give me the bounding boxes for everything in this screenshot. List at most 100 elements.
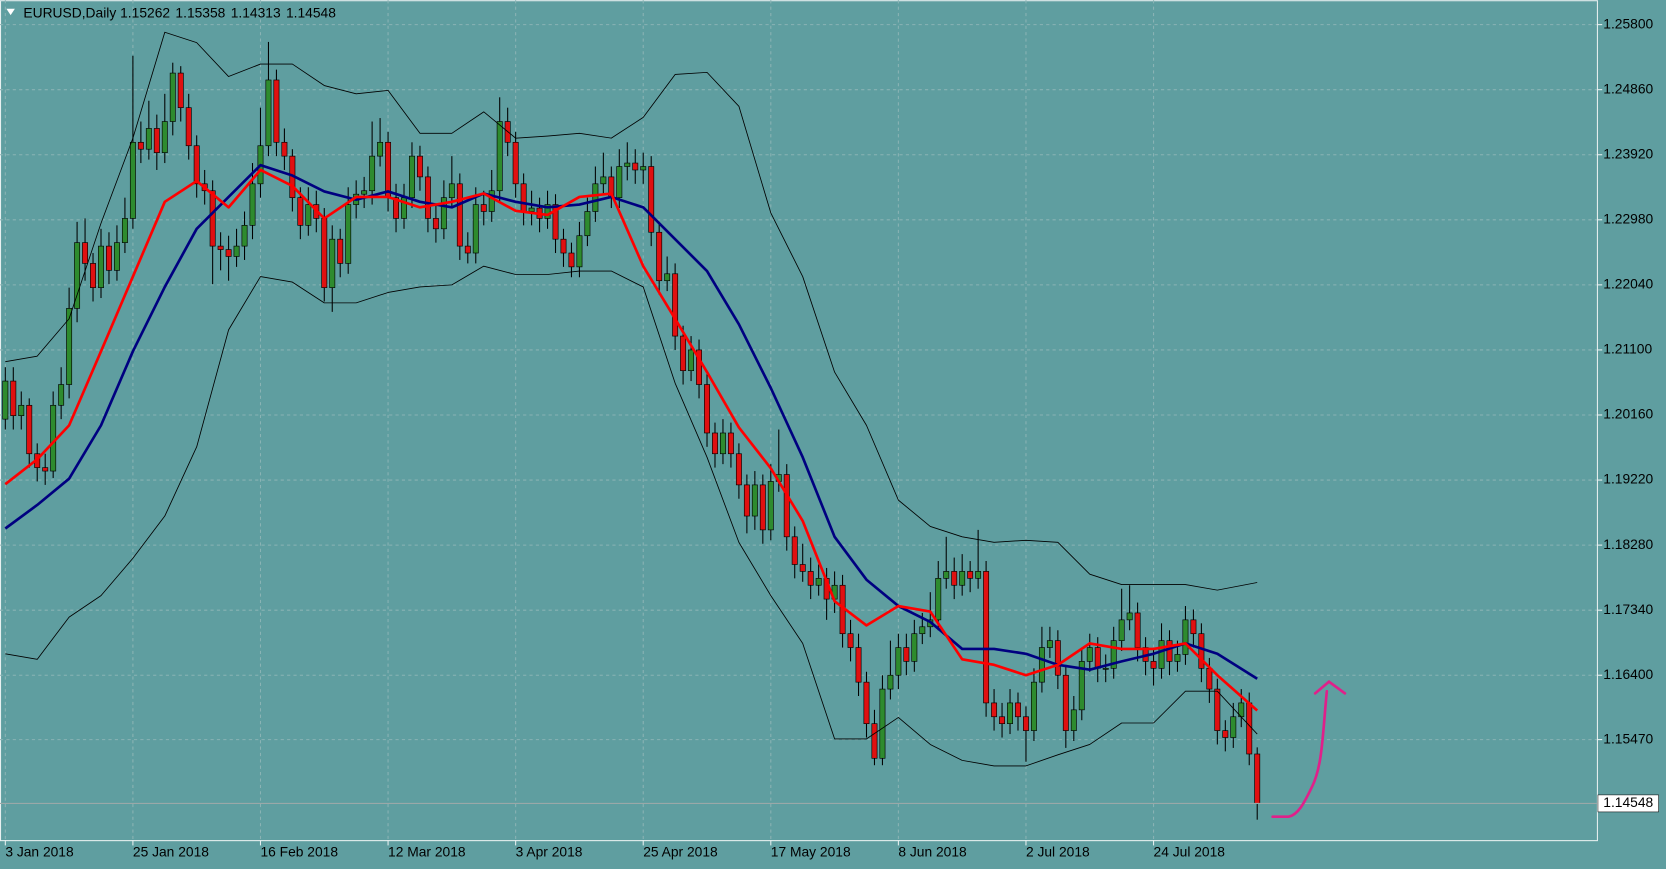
- candle-body: [943, 571, 950, 579]
- candle-body: [879, 688, 886, 759]
- candle-body: [1102, 667, 1109, 670]
- candle-body: [991, 702, 998, 718]
- candle-body: [1030, 681, 1037, 731]
- candle-body: [967, 571, 974, 579]
- candle-body: [209, 190, 216, 247]
- candle-body: [121, 218, 128, 243]
- candle-body: [417, 155, 423, 178]
- candle-body: [1206, 667, 1213, 690]
- candle-body: [983, 571, 990, 704]
- y-tick-label: 1.19220: [1603, 471, 1653, 487]
- close-value: 1.14548: [286, 5, 336, 21]
- candle-body: [632, 162, 639, 171]
- candle-body: [1118, 619, 1125, 641]
- x-tick-label: 12 Mar 2018: [388, 844, 466, 860]
- candle-body: [18, 404, 25, 417]
- y-tick-label: 1.17340: [1603, 601, 1653, 617]
- candle-body: [106, 245, 112, 271]
- candle-body: [1086, 647, 1093, 662]
- menu-triangle[interactable]: [6, 8, 15, 16]
- candle-body: [847, 633, 854, 648]
- candle-body: [42, 467, 49, 472]
- candle-body: [1166, 640, 1173, 662]
- candle-body: [241, 225, 248, 247]
- candle-body: [337, 238, 344, 264]
- candle-body: [137, 141, 144, 150]
- candle-body: [1214, 688, 1221, 731]
- candle-body: [592, 183, 599, 212]
- candle-body: [688, 349, 695, 372]
- chart-title: EURUSD,Daily: [23, 5, 116, 21]
- indicator-line: [4, 168, 1259, 712]
- candle-body: [66, 308, 73, 385]
- candle-body: [448, 183, 455, 198]
- candle-body: [10, 380, 17, 417]
- candle-body: [887, 674, 894, 690]
- current-price-label: 1.14548: [1603, 794, 1653, 810]
- x-tick-label: 24 Jul 2018: [1154, 844, 1226, 860]
- axes: 1.25800 1.24860 1.23920 1.22980 1.22040 1.211…: [4, 15, 1659, 860]
- candle-body: [552, 204, 559, 240]
- candle-body: [807, 571, 814, 586]
- candle-body: [664, 273, 671, 282]
- indicator-line: [5, 265, 1258, 767]
- candle-body: [1023, 716, 1029, 731]
- y-tick-label: 1.23920: [1603, 145, 1653, 161]
- candle-body: [58, 384, 65, 406]
- candle-body: [114, 242, 120, 271]
- annotation-arrowhead: [1313, 679, 1347, 695]
- y-tick-label: 1.16400: [1603, 666, 1653, 682]
- candle-body: [951, 571, 958, 586]
- indicator-line: [4, 163, 1258, 680]
- candle-body: [432, 218, 439, 230]
- candle-body: [225, 249, 232, 257]
- candle-body: [129, 141, 136, 219]
- candle-body: [281, 141, 288, 157]
- y-tick-label: 1.21100: [1603, 341, 1652, 357]
- candle-body: [1230, 716, 1237, 738]
- candle-body: [855, 647, 862, 683]
- candle-body: [528, 207, 535, 212]
- candle-body: [520, 183, 527, 212]
- x-tick-label: 8 Jun 2018: [898, 844, 967, 860]
- candle-body: [369, 155, 376, 192]
- y-tick-label: 1.18280: [1603, 536, 1653, 552]
- candle-body: [999, 716, 1005, 725]
- x-tick-label: 3 Jan 2018: [5, 844, 74, 860]
- candle-body: [1198, 633, 1205, 669]
- candle-body: [1134, 612, 1141, 648]
- candle-body: [217, 245, 224, 250]
- candle-body: [680, 335, 687, 372]
- candle-body: [727, 432, 734, 455]
- x-tick-label: 16 Feb 2018: [260, 844, 338, 860]
- candle-body: [791, 536, 798, 565]
- candle-body: [177, 72, 184, 108]
- candle-body: [480, 204, 487, 212]
- y-tick-label: 1.22040: [1603, 276, 1653, 292]
- candle-body: [393, 197, 399, 219]
- candle-body: [935, 578, 942, 621]
- candle-body: [249, 183, 256, 226]
- candle-body: [560, 238, 567, 254]
- candle-body: [656, 231, 663, 282]
- high-value: 1.15358: [175, 5, 225, 21]
- candle-body: [2, 380, 9, 420]
- candle-body: [1062, 674, 1069, 731]
- candle-body: [751, 484, 758, 517]
- candle-body: [424, 176, 431, 219]
- candle-body: [440, 197, 447, 230]
- candle-body: [1222, 730, 1229, 738]
- candle-body: [1094, 647, 1101, 669]
- candle-body: [576, 235, 583, 268]
- candle-body: [1182, 619, 1189, 655]
- candle-body: [895, 647, 902, 676]
- candle-body: [911, 633, 918, 662]
- candle-body: [50, 404, 57, 472]
- candle-body: [704, 384, 710, 434]
- low-value: 1.14313: [231, 5, 281, 21]
- candle-body: [488, 190, 495, 212]
- candle-body: [1046, 640, 1053, 648]
- candle-body: [1174, 654, 1181, 662]
- candle-body: [712, 432, 718, 455]
